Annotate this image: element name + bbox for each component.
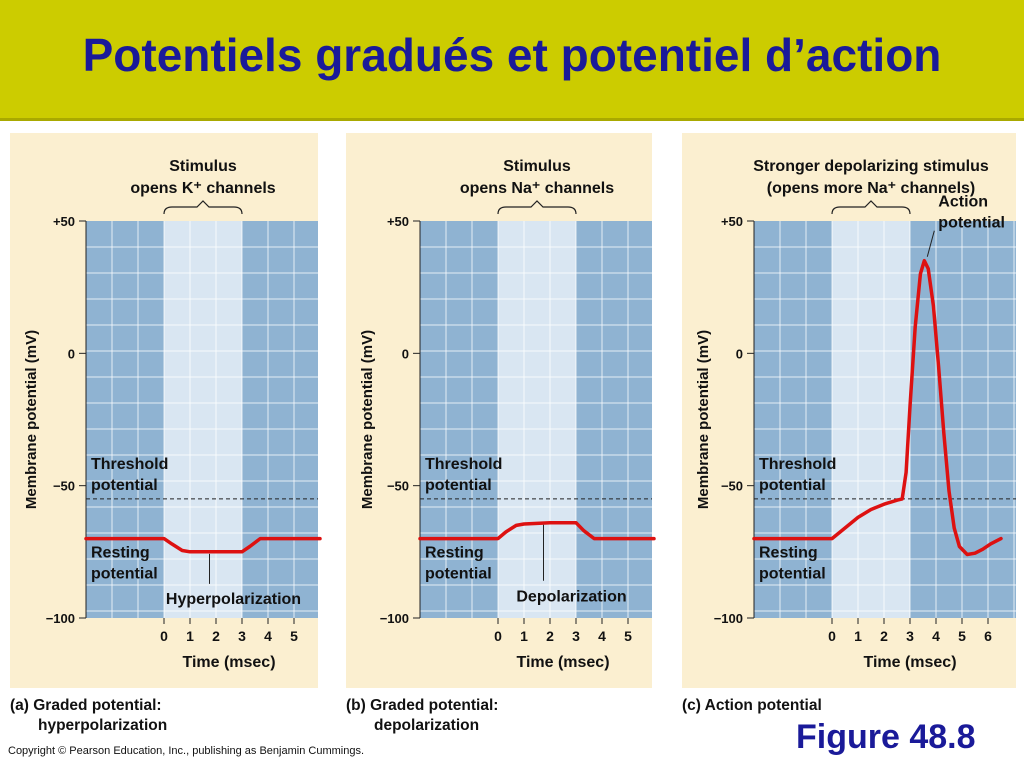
title-divider (0, 118, 1024, 121)
chart-b-stimulus-label-2: opens Na⁺ channels (460, 180, 614, 197)
chart-b-stimulus-brace (497, 200, 577, 215)
chart-a-annotation: Hyperpolarization (166, 591, 301, 608)
chart-c-ytick-label: +50 (721, 214, 743, 229)
chart-a-ylabel: Membrane potential (mV) (23, 330, 40, 509)
chart-a-resting-label-1: Resting (91, 545, 150, 562)
chart-c-xtick-label: 0 (828, 628, 836, 644)
chart-c-ytick-label: 0 (736, 346, 743, 361)
chart-a-xtick-label: 3 (238, 628, 246, 644)
chart-b-threshold-label-1: Threshold (425, 456, 502, 473)
chart-a-xtick-label: 2 (212, 628, 220, 644)
chart-a-stimulus-label-1: Stimulus (169, 158, 237, 175)
chart-a-threshold-label-2: potential (91, 477, 158, 494)
chart-a-ytick-label: −100 (46, 611, 75, 626)
chart-b-grid (420, 221, 652, 618)
chart-a-ytick-label: −50 (53, 479, 75, 494)
caption-a-line-2: hyperpolarization (38, 717, 168, 734)
chart-a-ytick-label: 0 (68, 346, 75, 361)
title-bar (0, 0, 1024, 118)
chart-a: +50 0 −50 −100 0 1 2 3 4 5 Time (msec) Membrane pot… (10, 133, 322, 688)
chart-b-xtick-label: 3 (572, 628, 580, 644)
chart-b-stimulus-label-1: Stimulus (503, 158, 571, 175)
chart-c-xtick-label: 4 (932, 628, 940, 644)
chart-a-stimulus-label-2: opens K⁺ channels (130, 180, 275, 197)
chart-c-series-line (752, 258, 1003, 557)
chart-a-xtick-label: 4 (264, 628, 272, 644)
caption-a-line-1: (a) Graded potential: (10, 697, 162, 714)
caption-b-line-2: depolarization (374, 717, 480, 734)
caption-b: (b) Graded potential: depolarization (346, 696, 498, 736)
chart-c-stimulus-label-1: Stronger depolarizing stimulus (753, 158, 989, 175)
chart-a-xtick-label: 1 (186, 628, 194, 644)
chart-b-xtick-label: 4 (598, 628, 606, 644)
chart-c-xlabel: Time (msec) (863, 654, 956, 671)
chart-c-stimulus-brace (831, 200, 911, 215)
chart-a-resting-label-2: potential (91, 566, 158, 583)
chart-b: +50 0 −50 −100 0 1 2 3 4 5 Time (msec) Membrane pot… (346, 133, 656, 688)
chart-a-series-line (84, 536, 322, 554)
chart-c-annotation-line-2: potential (938, 215, 1005, 232)
chart-a-grid (86, 221, 318, 618)
chart-c-xtick-label: 3 (906, 628, 914, 644)
chart-b-xtick-label: 2 (546, 628, 554, 644)
caption-b-line-1: (b) Graded potential: (346, 697, 499, 714)
chart-c-threshold-label-1: Threshold (759, 456, 836, 473)
chart-b-resting-label-1: Resting (425, 545, 484, 562)
chart-c-threshold-label-2: potential (759, 477, 826, 494)
chart-c-ytick-label: −50 (721, 479, 743, 494)
chart-b-ytick-label: −100 (380, 611, 409, 626)
chart-c-stimulus-band (832, 221, 910, 618)
chart-b-ytick-label: −50 (387, 479, 409, 494)
chart-c-ylabel: Membrane potential (mV) (695, 330, 712, 509)
chart-a-threshold-label-1: Threshold (91, 456, 168, 473)
chart-a-stimulus-brace (163, 200, 243, 215)
chart-b-ytick-label: 0 (402, 346, 409, 361)
chart-c-resting-label-2: potential (759, 566, 826, 583)
chart-a-ytick-label: +50 (53, 214, 75, 229)
chart-c-annotation-line-1: Action (938, 194, 988, 211)
chart-a-xlabel: Time (msec) (182, 654, 275, 671)
page-title: Potentiels gradués et potentiel d’action (82, 29, 942, 81)
chart-b-xtick-label: 0 (494, 628, 502, 644)
chart-b-xtick-label: 5 (624, 628, 632, 644)
figure-number: Figure 48.8 (796, 718, 976, 756)
chart-b-threshold-label-2: potential (425, 477, 492, 494)
chart-b-annotation: Depolarization (516, 589, 626, 606)
chart-b-ylabel: Membrane potential (mV) (359, 330, 376, 509)
chart-b-xlabel: Time (msec) (516, 654, 609, 671)
chart-c-stimulus-label-2: (opens more Na⁺ channels) (767, 180, 976, 197)
chart-a-xtick-label: 0 (160, 628, 168, 644)
chart-b-xtick-label: 1 (520, 628, 528, 644)
chart-c-xtick-label: 1 (854, 628, 862, 644)
chart-c-ytick-label: −100 (714, 611, 743, 626)
chart-b-series-line (418, 520, 656, 541)
chart-a-stimulus-band (164, 221, 242, 618)
chart-c-resting-label-1: Resting (759, 545, 818, 562)
chart-c-annotation-pointer (926, 230, 935, 257)
caption-c-line-1: (c) Action potential (682, 697, 822, 714)
chart-a-xtick-label: 5 (290, 628, 298, 644)
chart-c-xtick-label: 6 (984, 628, 992, 644)
caption-a: (a) Graded potential: hyperpolarization (10, 696, 167, 736)
chart-c: +50 0 −50 −100 0 1 2 3 4 5 6 Time (msec) Membrane po… (682, 133, 1016, 688)
chart-c-grid (754, 221, 1016, 618)
copyright-notice: Copyright © Pearson Education, Inc., pub… (8, 745, 365, 757)
chart-c-xtick-label: 2 (880, 628, 888, 644)
caption-c: (c) Action potential (682, 696, 822, 716)
chart-b-ytick-label: +50 (387, 214, 409, 229)
chart-c-xtick-label: 5 (958, 628, 966, 644)
chart-b-resting-label-2: potential (425, 566, 492, 583)
chart-b-stimulus-band (498, 221, 576, 618)
